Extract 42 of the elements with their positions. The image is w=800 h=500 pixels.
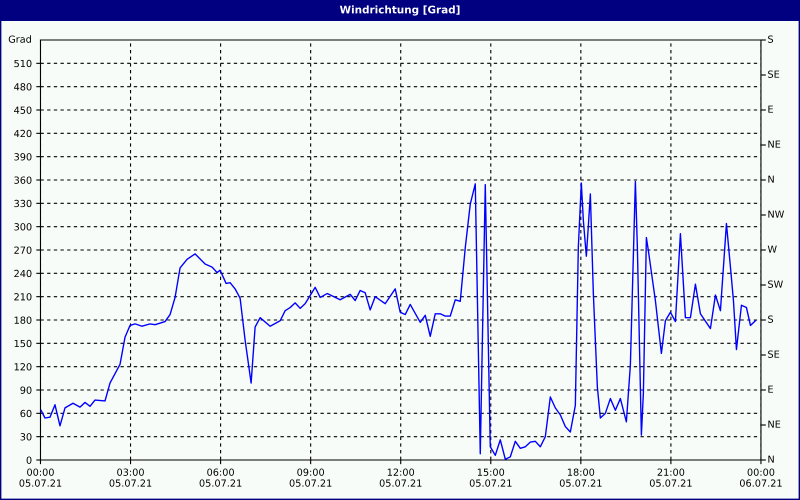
y-tick-label: 510: [14, 60, 32, 68]
y-tick-label: 420: [14, 130, 32, 138]
chart-title: Windrichtung [Grad]: [340, 5, 460, 16]
x-tick-label: 21:00 05.07.21: [650, 468, 692, 487]
y-tick-label: 240: [14, 270, 32, 278]
text: N: [768, 456, 774, 463]
y-tick-label: 90: [20, 386, 32, 394]
y-tick-label: 270: [14, 246, 32, 254]
text: NW: [768, 210, 784, 218]
text: E: [768, 386, 773, 393]
y-tick-label: 0: [26, 456, 32, 464]
text: SW: [768, 280, 783, 288]
y-tick-label: 450: [14, 106, 32, 114]
y-tick-label: 300: [14, 223, 32, 230]
x-tick-label: 15:00 05.07.21: [470, 468, 512, 487]
y-tick-label: 480: [14, 83, 32, 90]
text: S: [768, 315, 774, 323]
x-tick-label: 06:00 05.07.21: [200, 468, 242, 487]
y-tick-label: 210: [14, 293, 32, 300]
x-tick-label: 00:00 06.07.21: [740, 468, 782, 487]
text: NE: [768, 140, 780, 148]
x-tick-label: 00:00 05.07.21: [19, 468, 62, 487]
x-tick-label: 03:00 05.07.21: [110, 468, 152, 487]
y-tick-label: 150: [14, 340, 32, 348]
y-tick-label: 60: [20, 410, 32, 418]
text: S: [768, 35, 774, 43]
x-tick-label: 12:00 05.07.21: [380, 468, 422, 487]
x-tick-label: 09:00 05.07.21: [290, 468, 332, 487]
y-axis-title: Grad: [8, 35, 31, 43]
text: N: [768, 176, 774, 183]
text: SE: [768, 350, 780, 358]
y-tick-label: 360: [14, 176, 32, 184]
y-tick-label: 30: [20, 433, 32, 440]
text: E: [768, 106, 773, 113]
y-tick-label: 120: [14, 363, 32, 370]
text: W: [768, 246, 777, 253]
text: NE: [768, 420, 780, 428]
y-tick-label: 390: [14, 153, 32, 160]
y-tick-label: 180: [14, 316, 32, 324]
x-tick-label: 18:00 05.07.21: [560, 468, 602, 487]
text: SE: [768, 70, 780, 78]
y-tick-label: 330: [14, 200, 32, 208]
